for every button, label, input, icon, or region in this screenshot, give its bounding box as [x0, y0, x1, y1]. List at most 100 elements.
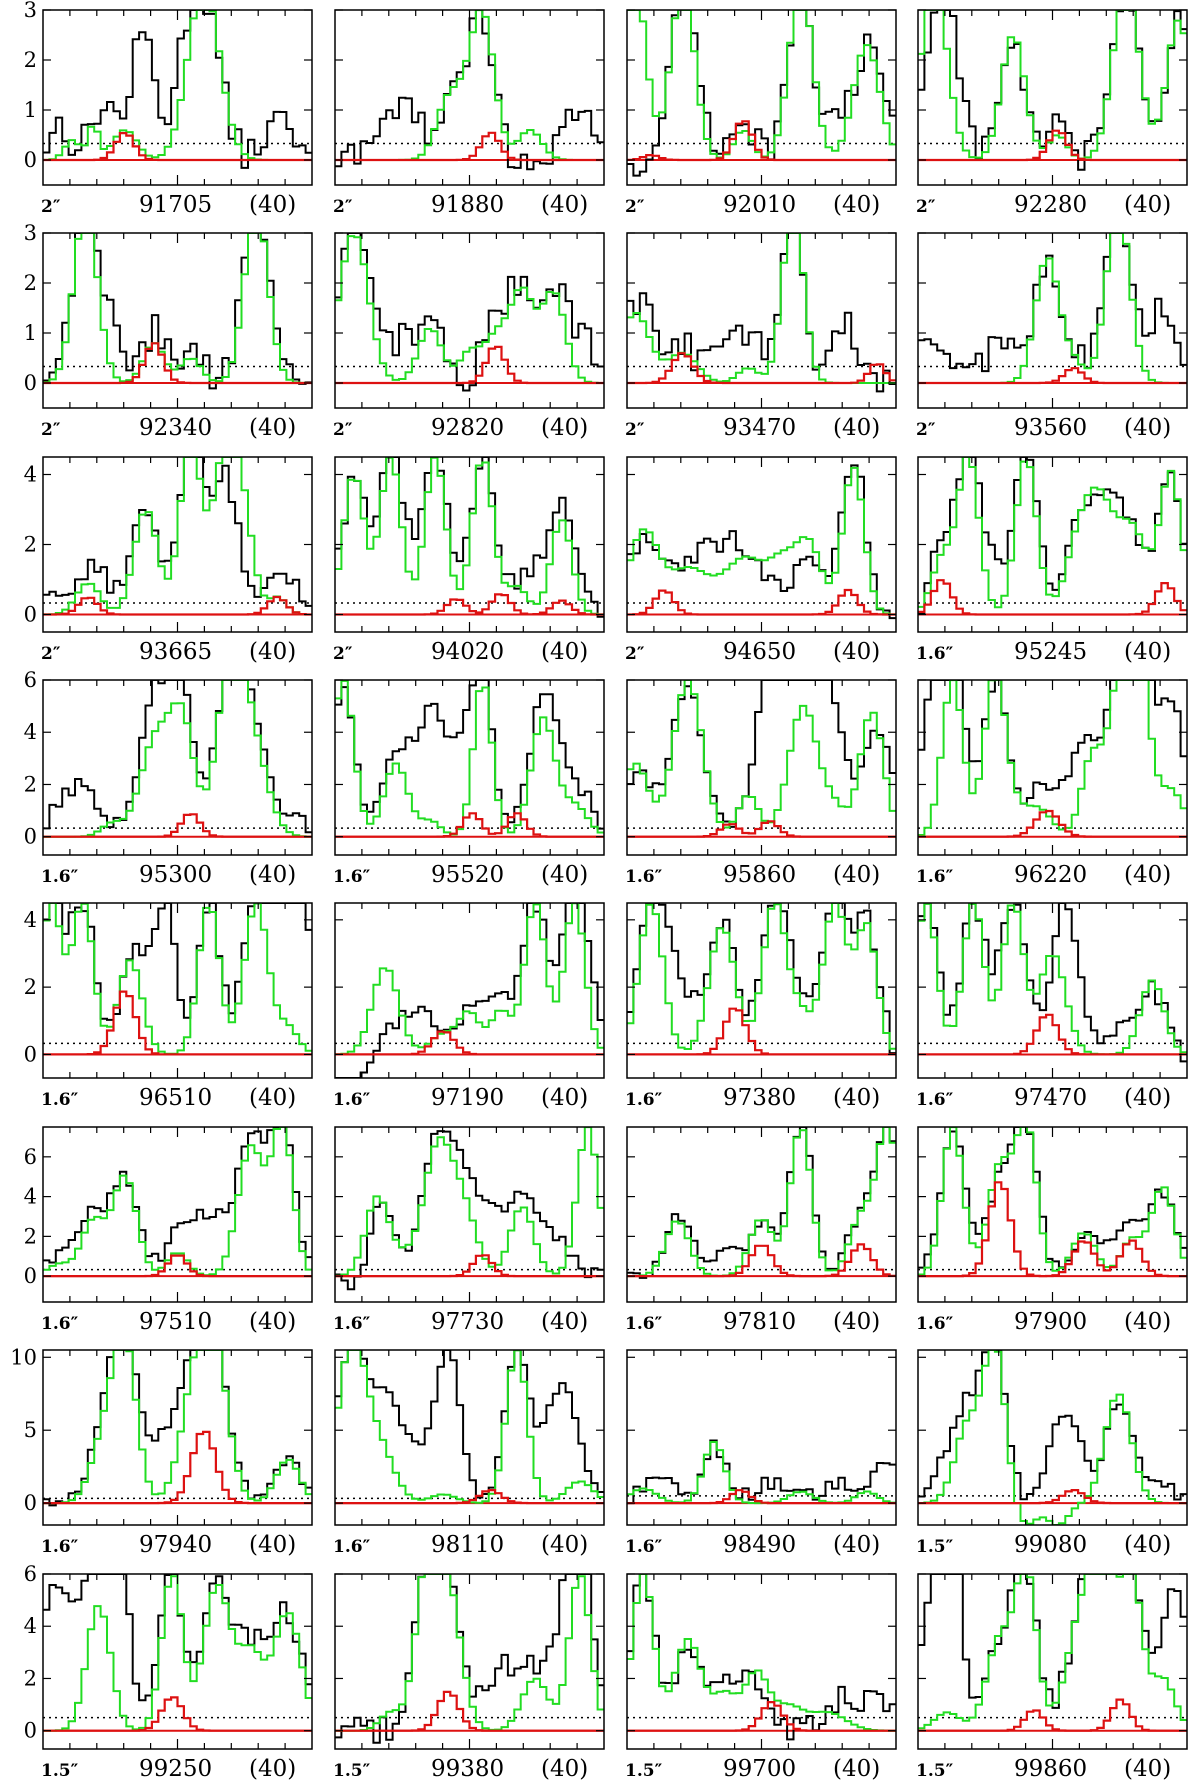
panel-velocity-label: (40)	[249, 862, 296, 888]
panel-velocity-label: (40)	[249, 415, 296, 441]
panel-frequency-label: 97510	[139, 1309, 212, 1335]
panel-resolution-label: 2″	[916, 197, 936, 217]
observed-spectrum-line	[918, 903, 1187, 1063]
model-species-line	[335, 812, 604, 838]
panel-resolution-label: 1.6″	[41, 1537, 79, 1557]
model-total-line	[918, 903, 1187, 1056]
panel-frequency-label: 97900	[1014, 1309, 1087, 1335]
observed-spectrum-line	[43, 903, 312, 1021]
panel-frequency-label: 95300	[139, 862, 212, 888]
panel-resolution-label: 1.6″	[333, 1537, 371, 1557]
model-total-line	[335, 10, 604, 161]
model-species-line	[43, 595, 312, 616]
y-tick-label: 4	[24, 720, 37, 744]
observed-spectrum-line	[627, 680, 896, 828]
panel-frequency-label: 93665	[139, 639, 212, 665]
y-tick-label: 0	[24, 371, 37, 395]
panel-frequency-label: 92820	[431, 415, 504, 441]
panel-resolution-label: 1.6″	[916, 1090, 954, 1110]
model-total-line	[918, 1127, 1187, 1276]
y-tick-label: 4	[24, 1185, 37, 1209]
panel-frequency-label: 93470	[723, 415, 796, 441]
panel-resolution-label: 1.5″	[625, 1761, 663, 1781]
panel-velocity-label: (40)	[833, 639, 880, 665]
model-species-line	[335, 1489, 604, 1505]
panel-frequency-label: 97190	[431, 1085, 504, 1111]
panel-resolution-label: 1.6″	[41, 867, 79, 887]
panel-resolution-label: 1.6″	[916, 867, 954, 887]
panel-resolution-label: 1.6″	[333, 1314, 371, 1334]
observed-spectrum-line	[335, 680, 604, 830]
observed-spectrum-line	[918, 1574, 1187, 1709]
spectrum-panel: 1.5″ 99700 (40)	[625, 1573, 897, 1782]
panel-velocity-label: (40)	[249, 1756, 296, 1782]
spectrum-panel: 0 2 4 6 1.6″ 95300 (40)	[24, 668, 313, 888]
y-tick-label: 0	[24, 1264, 37, 1288]
spectrum-panel: 2″ 92280 (40)	[916, 9, 1188, 218]
panel-resolution-label: 2″	[333, 644, 353, 664]
panel-frequency-label: 97380	[723, 1085, 796, 1111]
model-total-line	[335, 1127, 604, 1277]
panel-velocity-label: (40)	[1124, 1532, 1171, 1558]
model-total-line	[627, 1127, 896, 1278]
model-species-line	[335, 1254, 604, 1278]
panel-velocity-label: (40)	[1124, 415, 1171, 441]
panel-frequency-label: 97470	[1014, 1085, 1087, 1111]
spectrum-panel: 1.6″ 98490 (40)	[625, 1349, 897, 1558]
panel-resolution-label: 1.5″	[916, 1537, 954, 1557]
panel-frequency-label: 92010	[723, 192, 796, 218]
spectrum-panel: 1.6″ 97810 (40)	[625, 1126, 897, 1335]
model-species-line	[918, 129, 1187, 162]
model-species-line	[918, 809, 1187, 838]
panel-frequency-label: 91705	[139, 192, 212, 218]
panel-frequency-label: 98490	[723, 1532, 796, 1558]
panel-frequency-label: 99860	[1014, 1756, 1087, 1782]
panel-resolution-label: 1.5″	[333, 1761, 371, 1781]
model-total-line	[43, 680, 312, 838]
y-tick-label: 2	[24, 1666, 37, 1690]
model-total-line	[335, 1574, 604, 1732]
spectrum-panel: 1.6″ 95860 (40)	[625, 679, 897, 888]
panel-resolution-label: 1.6″	[625, 1537, 663, 1557]
panel-frame	[917, 456, 1188, 633]
observed-spectrum-line	[43, 1127, 312, 1264]
model-species-line	[627, 352, 896, 385]
panel-resolution-label: 2″	[41, 644, 61, 664]
panel-resolution-label: 1.6″	[916, 644, 954, 664]
model-total-line	[43, 1350, 312, 1505]
model-species-line	[918, 367, 1187, 385]
spectrum-panel: 2″ 94650 (40)	[625, 456, 897, 665]
spectrum-panel: 1.6″ 98110 (40)	[333, 1349, 605, 1558]
panel-frequency-label: 92340	[139, 415, 212, 441]
model-species-line	[627, 820, 896, 838]
spectrum-panel: 1.6″ 97470 (40)	[916, 902, 1188, 1111]
y-tick-label: 5	[24, 1418, 37, 1442]
panel-frequency-label: 99700	[723, 1756, 796, 1782]
panel-velocity-label: (40)	[833, 192, 880, 218]
panel-velocity-label: (40)	[1124, 1756, 1171, 1782]
model-species-line	[335, 593, 604, 616]
observed-spectrum-line	[43, 10, 312, 169]
panel-frequency-label: 95520	[431, 862, 504, 888]
model-species-line	[627, 1007, 896, 1056]
observed-spectrum-line	[43, 1350, 312, 1507]
panel-frame	[917, 902, 1188, 1079]
panel-resolution-label: 2″	[625, 420, 645, 440]
panel-resolution-label: 1.6″	[916, 1314, 954, 1334]
y-tick-label: 2	[24, 975, 37, 999]
panel-frequency-label: 91880	[431, 192, 504, 218]
model-total-line	[627, 1574, 896, 1732]
panel-resolution-label: 1.5″	[41, 1761, 79, 1781]
y-tick-label: 0	[24, 1719, 37, 1743]
y-tick-label: 0	[24, 603, 37, 627]
panel-velocity-label: (40)	[541, 639, 588, 665]
observed-spectrum-line	[627, 233, 896, 393]
model-species-line	[335, 1690, 604, 1732]
spectrum-panel: 1.6″ 97190 (40)	[333, 902, 605, 1111]
panel-resolution-label: 1.6″	[625, 867, 663, 887]
panel-frame	[626, 1349, 897, 1526]
observed-spectrum-line	[335, 233, 604, 392]
y-tick-label: 4	[24, 908, 37, 932]
spectrum-panel: 1.6″ 97380 (40)	[625, 902, 897, 1111]
observed-spectrum-line	[43, 457, 312, 607]
